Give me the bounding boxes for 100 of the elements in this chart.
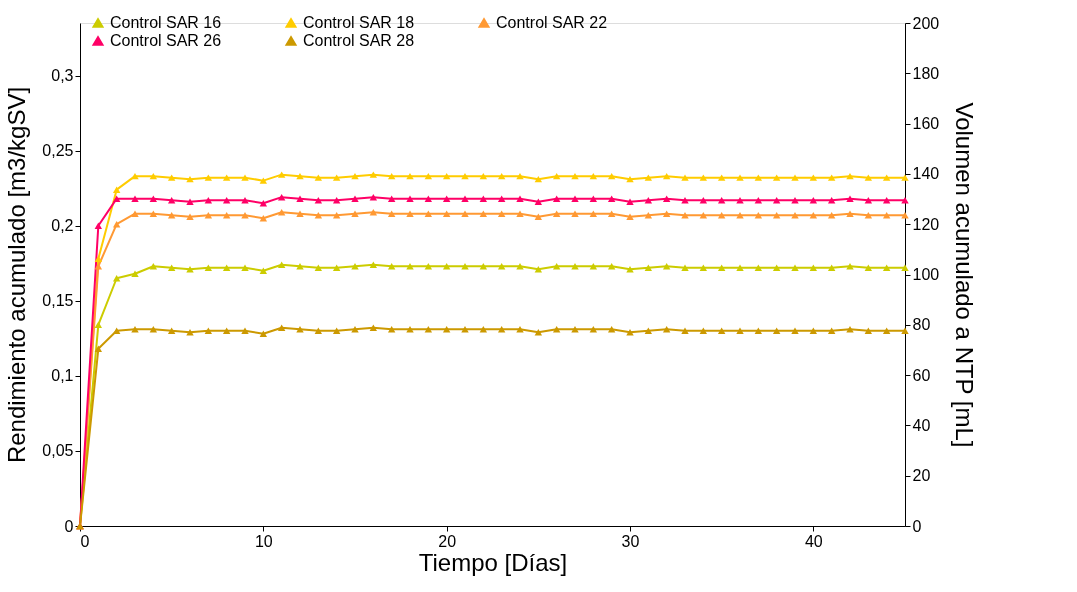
point xyxy=(534,329,543,336)
point xyxy=(479,326,488,333)
x-tick-label: 0 xyxy=(80,532,90,550)
point xyxy=(387,195,396,202)
point xyxy=(94,321,103,329)
point xyxy=(534,213,543,220)
point xyxy=(846,195,854,202)
point xyxy=(186,198,194,205)
y-tick-label: 0,2 xyxy=(51,217,74,235)
point xyxy=(791,264,799,271)
point xyxy=(424,172,433,180)
point xyxy=(681,264,689,271)
point xyxy=(681,327,689,335)
point xyxy=(589,172,598,180)
point xyxy=(882,196,891,204)
x-tick-label: 40 xyxy=(804,532,823,550)
point xyxy=(827,327,836,335)
y-tick-label: 0 xyxy=(64,517,74,535)
point xyxy=(827,196,836,204)
y2-tick-label: 80 xyxy=(912,316,931,334)
point xyxy=(222,196,231,204)
y-tick-label: 0,15 xyxy=(42,292,74,310)
y-axis-title: Rendimiento acumulado [m3/kgSV] xyxy=(3,86,31,464)
point xyxy=(772,264,781,271)
point xyxy=(314,196,323,204)
point xyxy=(772,174,781,181)
point xyxy=(259,214,268,222)
point xyxy=(406,326,414,333)
point xyxy=(186,329,194,336)
point xyxy=(497,195,506,202)
point xyxy=(112,220,121,228)
point xyxy=(149,195,158,202)
point xyxy=(424,210,433,217)
point xyxy=(772,327,781,335)
point xyxy=(241,264,249,271)
legend-label: Control SAR 26 xyxy=(110,32,222,49)
point xyxy=(864,174,873,181)
point xyxy=(94,255,103,262)
point xyxy=(94,345,103,353)
point xyxy=(277,208,286,216)
point xyxy=(736,327,744,335)
point xyxy=(516,210,524,217)
legend-label: Control SAR 16 xyxy=(110,14,222,31)
point xyxy=(149,326,158,333)
y2-tick-label: 160 xyxy=(912,115,940,133)
legend-label: Control SAR 28 xyxy=(303,32,415,49)
point xyxy=(332,211,341,219)
y-tick-label: 0,05 xyxy=(42,442,74,460)
point xyxy=(332,174,341,181)
point xyxy=(626,213,634,220)
point xyxy=(882,211,891,219)
point xyxy=(662,326,671,333)
y2-axis-title: Volumen acumulado a NTP [mL] xyxy=(951,102,979,448)
point xyxy=(717,327,726,335)
point xyxy=(607,172,616,180)
point xyxy=(314,211,323,219)
point xyxy=(131,210,139,217)
point xyxy=(131,195,139,202)
point xyxy=(846,210,854,217)
point xyxy=(277,193,286,201)
point xyxy=(332,327,341,335)
point xyxy=(516,195,524,202)
point xyxy=(277,324,286,332)
point xyxy=(204,211,213,219)
point xyxy=(167,327,176,335)
point xyxy=(479,172,488,180)
point xyxy=(222,264,231,271)
point xyxy=(589,210,598,217)
point xyxy=(479,195,488,202)
point xyxy=(589,195,598,202)
point xyxy=(314,327,323,335)
point xyxy=(534,175,543,183)
point xyxy=(222,174,231,181)
point xyxy=(571,326,579,333)
point xyxy=(809,327,818,335)
point xyxy=(167,174,176,181)
point xyxy=(644,264,653,271)
point xyxy=(369,261,378,268)
point xyxy=(369,324,378,332)
point xyxy=(901,264,909,271)
point xyxy=(699,264,708,271)
point xyxy=(461,210,469,217)
point xyxy=(406,195,414,202)
point xyxy=(571,210,579,217)
point xyxy=(717,211,726,219)
y2-tick-label: 40 xyxy=(912,416,931,434)
point xyxy=(149,210,158,217)
y-tick-label: 0,25 xyxy=(42,142,74,160)
x-axis-title: Tiempo [Días] xyxy=(418,548,568,576)
point xyxy=(204,174,213,181)
point xyxy=(167,196,176,204)
point xyxy=(479,210,488,217)
point xyxy=(131,270,139,277)
point xyxy=(607,326,616,333)
point xyxy=(626,198,634,205)
point xyxy=(736,264,744,271)
point xyxy=(424,326,433,333)
point xyxy=(351,210,359,217)
point xyxy=(461,326,469,333)
point xyxy=(864,327,873,335)
